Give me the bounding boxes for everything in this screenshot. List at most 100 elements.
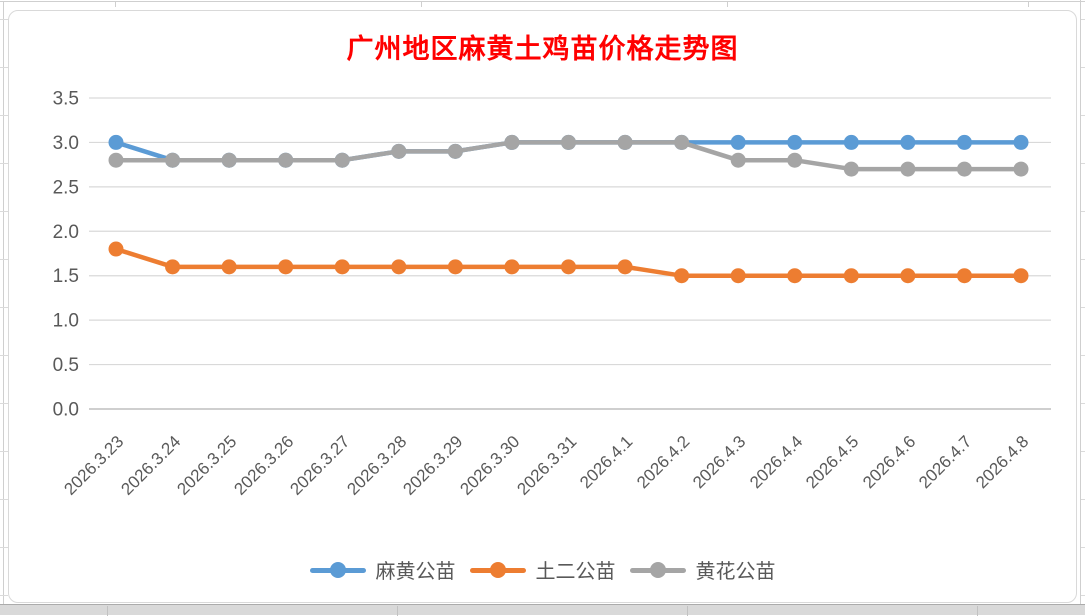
- data-point-marker: [730, 134, 746, 150]
- chart-canvas[interactable]: 广州地区麻黄土鸡苗价格走势图 3.5 3.0 2.5 2.0 1.5 1.0 0.5 0.0 …: [8, 10, 1077, 603]
- data-point-marker: [108, 241, 124, 257]
- data-point-marker: [504, 134, 520, 150]
- data-point-marker: [1013, 268, 1029, 284]
- spreadsheet-row-border: [0, 499, 8, 500]
- data-point-marker: [617, 134, 633, 150]
- legend-swatch-dot: [329, 561, 346, 578]
- data-point-marker: [108, 134, 124, 150]
- plot-area: 3.5 3.0 2.5 2.0 1.5 1.0 0.5 0.0: [53, 89, 1051, 421]
- spreadsheet-column-border: [115, 2, 116, 7]
- spreadsheet-column-border: [727, 2, 728, 7]
- data-point-marker: [787, 152, 803, 168]
- data-point-marker: [165, 259, 181, 275]
- data-point-marker: [334, 152, 350, 168]
- spreadsheet-row-border: [0, 355, 8, 356]
- data-point-marker: [674, 268, 690, 284]
- spreadsheet-row-border: [1081, 547, 1085, 548]
- data-point-marker: [956, 134, 972, 150]
- y-axis-label: 1.0: [53, 311, 79, 332]
- data-point-marker: [900, 268, 916, 284]
- spreadsheet-row-border: [1081, 307, 1085, 308]
- spreadsheet-column-border: [687, 606, 688, 616]
- data-point-marker: [334, 259, 350, 275]
- data-point-marker: [165, 152, 181, 168]
- spreadsheet-row-border: [1081, 355, 1085, 356]
- legend-label: 黄花公苗: [695, 561, 776, 583]
- data-point-marker: [391, 143, 407, 159]
- data-point-marker: [674, 134, 690, 150]
- spreadsheet-row-border: [0, 547, 8, 548]
- data-point-marker: [730, 268, 746, 284]
- legend-label: 麻黄公苗: [375, 561, 456, 583]
- spreadsheet-row-border: [0, 451, 8, 452]
- data-point-marker: [787, 134, 803, 150]
- spreadsheet-row-border: [1081, 19, 1085, 20]
- spreadsheet-row-border: [1081, 403, 1085, 404]
- data-point-marker: [730, 152, 746, 168]
- data-point-marker: [843, 161, 859, 177]
- spreadsheet-row-border: [0, 19, 8, 20]
- legend-label: 土二公苗: [535, 561, 616, 583]
- data-point-marker: [391, 259, 407, 275]
- spreadsheet-column-border: [1028, 2, 1029, 7]
- legend-line-marker-icon: [469, 561, 526, 578]
- legend-line-marker-icon: [309, 561, 366, 578]
- data-point-marker: [278, 152, 294, 168]
- spreadsheet-gridline-right: [1080, 0, 1081, 615]
- spreadsheet-row-border: [0, 115, 8, 116]
- data-point-marker: [561, 259, 576, 275]
- y-axis-label: 0.0: [53, 400, 79, 421]
- data-point-marker: [900, 161, 916, 177]
- spreadsheet-row-border: [0, 259, 8, 260]
- data-point-marker: [956, 161, 972, 177]
- data-point-marker: [221, 152, 237, 168]
- spreadsheet-row-border: [0, 163, 8, 164]
- spreadsheet-row-border: [1081, 499, 1085, 500]
- data-point-marker: [1013, 161, 1029, 177]
- legend-item: 麻黄公苗: [309, 555, 456, 584]
- y-axis-label: 3.0: [53, 133, 79, 154]
- spreadsheet-row-border: [1081, 163, 1085, 164]
- data-point-marker: [278, 259, 294, 275]
- spreadsheet-row-border: [0, 307, 8, 308]
- spreadsheet-column-border: [977, 606, 978, 616]
- data-point-marker: [221, 259, 237, 275]
- data-point-marker: [900, 134, 916, 150]
- chart-title: 广州地区麻黄土鸡苗价格走势图: [346, 34, 739, 64]
- spreadsheet-row-border: [1081, 115, 1085, 116]
- legend-swatch-dot: [649, 561, 666, 578]
- legend-swatch-dot: [489, 561, 506, 578]
- y-axis-label: 0.5: [53, 355, 79, 376]
- spreadsheet-row-border: [0, 595, 8, 596]
- spreadsheet-row-border: [1081, 451, 1085, 452]
- data-point-marker: [447, 143, 463, 159]
- data-point-marker: [617, 259, 633, 275]
- spreadsheet-gridline-left: [3, 2, 4, 604]
- legend-item: 土二公苗: [469, 555, 616, 584]
- spreadsheet-column-border: [107, 606, 108, 616]
- data-point-marker: [956, 268, 972, 284]
- data-point-marker: [787, 268, 803, 284]
- y-axis-label: 3.5: [53, 89, 79, 110]
- y-axis-label: 1.5: [53, 266, 79, 287]
- y-axis-label: 2.5: [53, 177, 79, 198]
- data-point-marker: [843, 268, 859, 284]
- spreadsheet-row-border: [0, 211, 8, 212]
- spreadsheet-bottom-row: [0, 604, 1085, 616]
- legend-line-marker-icon: [629, 561, 686, 578]
- data-point-marker: [504, 259, 520, 275]
- legend: 麻黄公苗 土二公苗 黄花公苗: [9, 555, 1076, 584]
- spreadsheet-row-border: [0, 403, 8, 404]
- spreadsheet-gridline-top: [0, 1, 1085, 2]
- data-point-marker: [561, 134, 576, 150]
- spreadsheet-row-border: [1081, 67, 1085, 68]
- data-point-marker: [1013, 134, 1029, 150]
- spreadsheet-row-border: [1081, 211, 1085, 212]
- spreadsheet-row-border: [1081, 259, 1085, 260]
- legend-item: 黄花公苗: [629, 555, 776, 584]
- data-point-marker: [447, 259, 463, 275]
- spreadsheet-row-border: [0, 67, 8, 68]
- data-point-marker: [108, 152, 124, 168]
- spreadsheet-column-border: [421, 2, 422, 7]
- spreadsheet-row-border: [1081, 595, 1085, 596]
